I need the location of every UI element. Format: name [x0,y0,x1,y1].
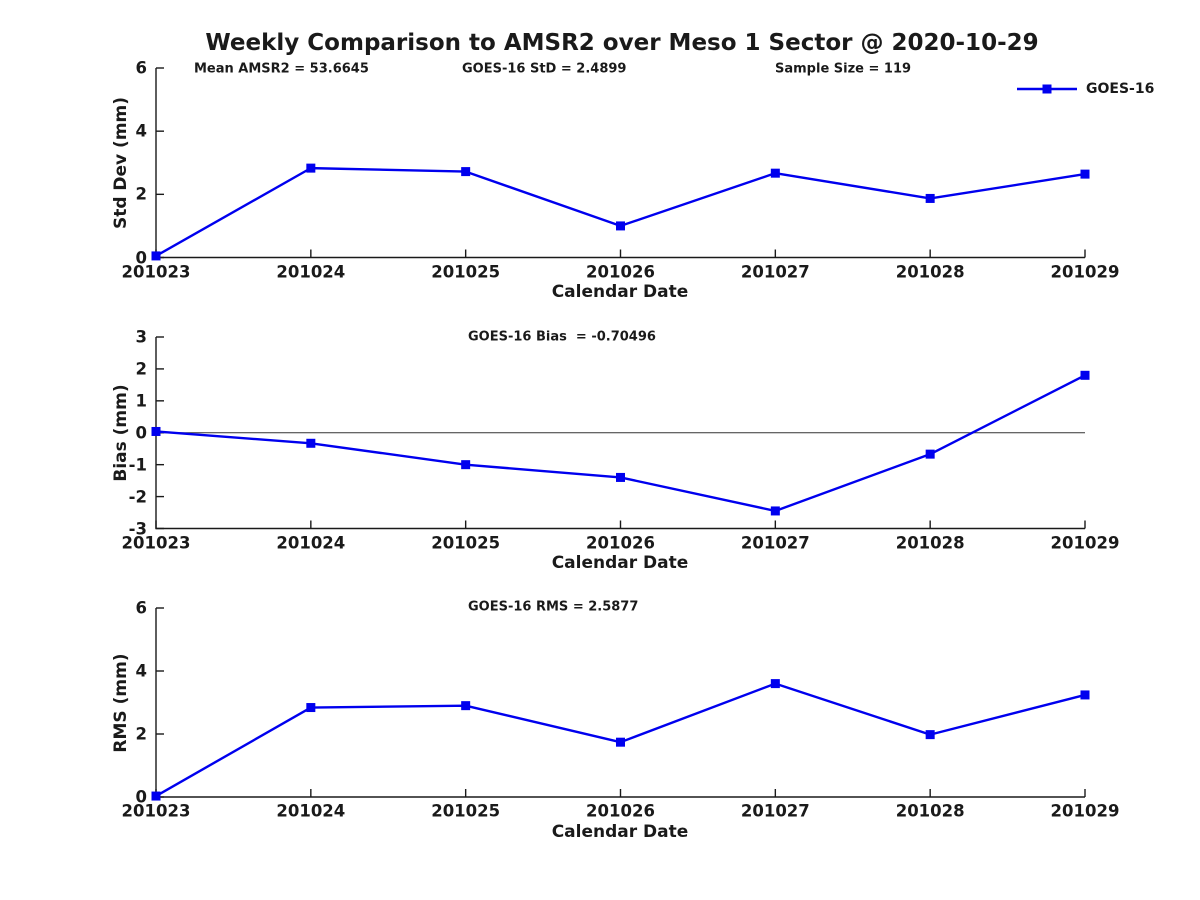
data-point-marker [1080,169,1090,179]
data-point-marker [1080,370,1090,380]
x-tick-label: 201028 [895,801,965,821]
x-tick-label: 201025 [431,801,501,821]
y-tick-label: -2 [128,487,147,507]
x-tick-label: 201029 [1050,533,1120,552]
x-tick-label: 201024 [276,533,346,552]
legend-marker-sample [1042,84,1052,94]
data-point-marker [925,193,935,203]
y-tick-label: -1 [128,455,147,475]
annotation-goes16-std: GOES-16 StD = 2.4899 [462,61,627,77]
annotation-goes16-rms: GOES-16 RMS = 2.5877 [468,599,639,615]
annotation-goes16-bias: GOES-16 Bias = -0.70496 [468,329,656,345]
x-axis-label-calendar-date-2: Calendar Date [551,553,689,573]
y-tick-label: 0 [135,248,147,267]
annotation-sample-size: Sample Size = 119 [775,61,912,77]
x-tick-label: 201026 [586,533,655,552]
y-tick-label: 1 [135,391,147,411]
data-point-marker [306,703,316,713]
data-point-marker [306,163,316,173]
figure-title: Weekly Comparison to AMSR2 over Meso 1 S… [205,30,1039,56]
data-point-marker [770,506,780,516]
data-point-marker [925,449,935,459]
y-tick-label: 6 [135,58,147,78]
y-tick-label: 2 [135,184,147,204]
data-point-marker [616,472,625,482]
x-tick-label: 201026 [586,262,655,281]
data-point-marker [461,701,471,711]
y-tick-label: 4 [135,661,147,681]
data-point-marker [461,460,471,470]
x-axis-label-calendar-date-3: Calendar Date [551,822,689,842]
y-tick-label: 0 [135,787,147,807]
y-tick-label: -3 [128,519,147,538]
x-tick-label: 201027 [740,262,810,281]
data-point-marker [616,737,625,747]
y-tick-label: 3 [135,327,147,347]
x-axis-label-calendar-date-1: Calendar Date [551,282,689,302]
data-point-marker [306,438,316,448]
data-point-marker [616,221,625,231]
y-tick-label: 0 [135,423,147,443]
x-tick-label: 201028 [895,262,965,281]
x-tick-label: 201025 [431,262,501,281]
x-tick-label: 201023 [121,801,191,821]
y-tick-label: 6 [135,598,147,618]
x-tick-label: 201029 [1050,262,1120,281]
axis-frame [155,608,1085,798]
annotation-mean-amsr2: Mean AMSR2 = 53.6645 [194,61,369,77]
x-tick-label: 201028 [895,533,965,552]
data-point-marker [925,730,935,740]
x-tick-label: 201027 [740,801,810,821]
data-point-marker [151,791,161,801]
y-tick-label: 2 [135,724,147,744]
x-tick-label: 201029 [1050,801,1120,821]
series-line-goes16 [155,374,1086,513]
y-tick-label: 2 [135,359,147,379]
x-tick-label: 201023 [121,262,191,281]
y-tick-label: 4 [135,121,147,141]
x-tick-label: 201024 [276,262,346,281]
data-point-marker [461,167,471,177]
x-tick-label: 201026 [586,801,655,821]
data-point-marker [770,679,780,689]
data-point-marker [1080,690,1090,700]
series-line-goes16 [155,166,1086,257]
data-point-marker [151,426,161,436]
x-tick-label: 201023 [121,533,191,552]
x-tick-label: 201027 [740,533,810,552]
data-point-marker [151,251,161,261]
x-tick-label: 201025 [431,533,501,552]
legend-label-goes16: GOES-16 [1086,81,1155,97]
data-point-marker [770,168,780,178]
x-tick-label: 201024 [276,801,346,821]
